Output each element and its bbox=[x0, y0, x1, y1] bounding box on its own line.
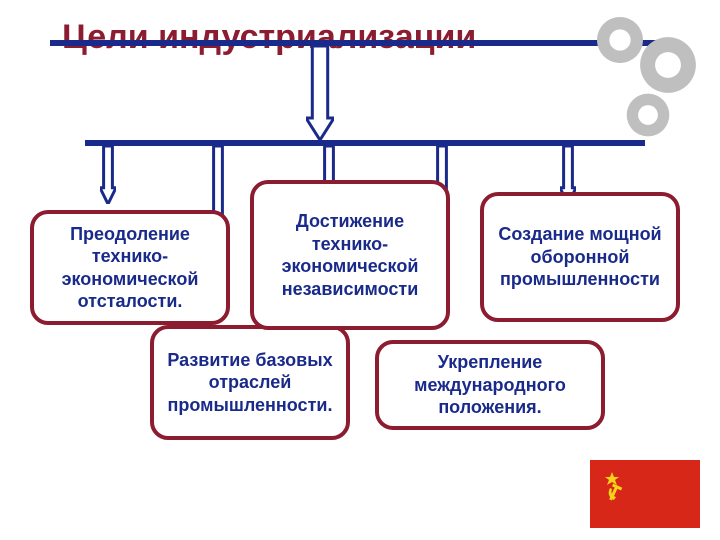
node-label: Развитие базовых отраслей промышленности… bbox=[162, 349, 338, 417]
node-label: Достижение технико-экономической независ… bbox=[262, 210, 438, 300]
page-title: Цели индустриализации bbox=[62, 18, 476, 57]
node-4: Укрепление международного положения. bbox=[375, 340, 605, 430]
node-3: Достижение технико-экономической независ… bbox=[250, 180, 450, 330]
ussr-flag bbox=[590, 460, 700, 533]
connector-top-line bbox=[50, 40, 670, 46]
branch-arrow bbox=[100, 146, 116, 209]
node-5: Создание мощной оборонной промышленности bbox=[480, 192, 680, 322]
node-label: Укрепление международного положения. bbox=[387, 351, 593, 419]
node-label: Преодоление технико-экономической отстал… bbox=[42, 223, 218, 313]
node-label: Создание мощной оборонной промышленности bbox=[492, 223, 668, 291]
gear-icon bbox=[622, 89, 674, 146]
main-arrow bbox=[306, 46, 334, 145]
node-1: Преодоление технико-экономической отстал… bbox=[30, 210, 230, 325]
node-2: Развитие базовых отраслей промышленности… bbox=[150, 325, 350, 440]
